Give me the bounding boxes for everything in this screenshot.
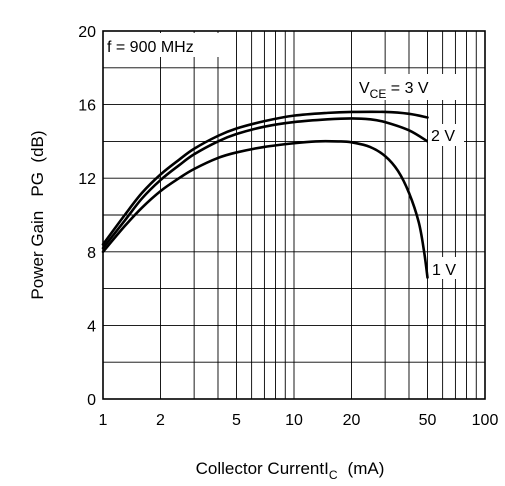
series-label-1v: 1 V	[432, 262, 456, 279]
y-tick-label: 4	[87, 318, 96, 335]
condition-label: f = 900 MHz	[107, 39, 194, 56]
series-label-3v-prefix: V	[359, 80, 370, 97]
x-tick-label: 10	[285, 412, 303, 429]
x-tick-labels: 1 2 5 10 20 50 100	[99, 412, 499, 429]
series-line-3v	[101, 110, 429, 246]
series-label-3v: VCE = 3 V	[359, 80, 429, 101]
series-line-2v	[101, 117, 429, 250]
y-tick-label: 0	[87, 392, 96, 409]
x-axis-title-unit: (mA)	[348, 459, 385, 478]
series-label-bg-1v	[430, 257, 464, 279]
y-tick-label: 16	[78, 98, 96, 115]
condition-label-bg	[104, 33, 228, 57]
series-label-3v-suffix: = 3 V	[386, 80, 429, 97]
x-axis-title-symbol: I	[324, 459, 329, 478]
x-tick-label: 50	[419, 412, 437, 429]
x-tick-label: 20	[343, 412, 361, 429]
curve-group	[101, 110, 429, 279]
series-label-bg-2v	[428, 124, 464, 146]
x-tick-label: 100	[472, 412, 499, 429]
y-tick-label: 20	[78, 24, 96, 41]
plot-frame	[102, 30, 486, 400]
x-axis-title-text: Collector Current	[196, 459, 325, 478]
series-line-1v	[101, 139, 429, 279]
y-tick-label: 12	[78, 171, 96, 188]
y-tick-label: 8	[87, 245, 96, 262]
x-axis-title: Collector CurrentIC (mA)	[196, 459, 385, 482]
x-axis-title-subscript: C	[329, 468, 338, 482]
series-label-3v-subscript: CE	[370, 87, 387, 101]
x-tick-label: 5	[232, 412, 241, 429]
y-tick-labels: 0 4 8 12 16 20	[78, 24, 96, 409]
series-label-bg-3v	[356, 74, 464, 100]
series-label-2v: 2 V	[431, 128, 455, 145]
x-tick-label: 1	[99, 412, 108, 429]
y-axis-title: Power Gain PG (dB)	[28, 130, 47, 299]
x-tick-label: 2	[156, 412, 165, 429]
